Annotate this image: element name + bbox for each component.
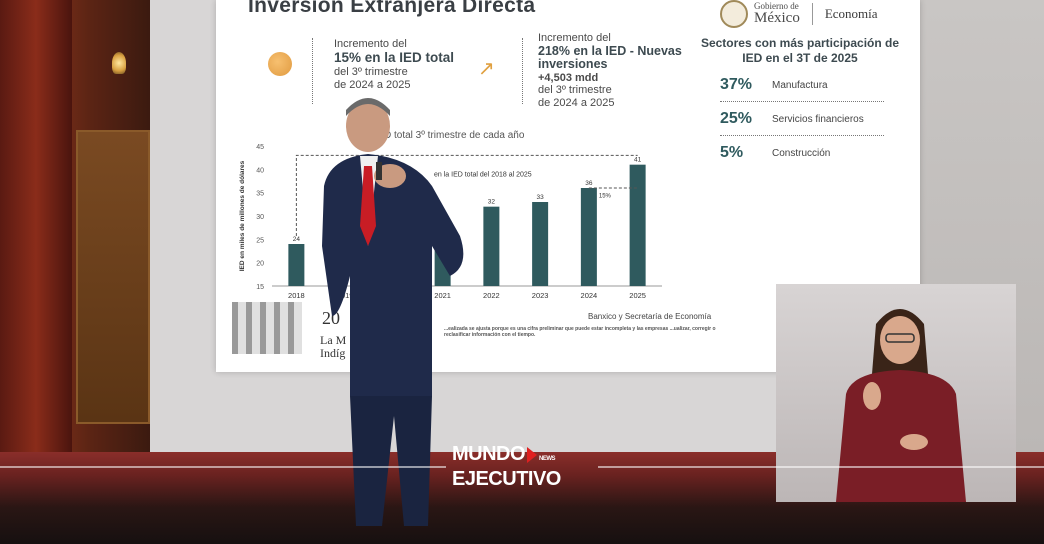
sector-item: 37% Manufactura xyxy=(720,72,890,102)
indicator-total-line4: de 2024 a 2025 xyxy=(334,79,411,91)
sectors-title: Sectores con más participación de IED en… xyxy=(700,36,900,65)
x-tick-label: 2025 xyxy=(629,291,646,300)
bar-value-label: 24 xyxy=(293,236,301,243)
x-tick-label: 2023 xyxy=(532,291,549,300)
x-tick-label: 2019 xyxy=(337,291,354,300)
growth-bracket xyxy=(295,154,638,236)
red-arrow-icon xyxy=(527,446,538,463)
logo-gobierno-de: Gobierno de xyxy=(754,1,799,11)
bar-value-label: 36 xyxy=(585,180,593,187)
x-tick-label: 2018 xyxy=(288,291,305,300)
watermark-word-2: EJECUTIVO xyxy=(452,468,561,490)
chart-bar xyxy=(580,188,597,286)
logo-economia: Economía xyxy=(824,6,878,21)
chart-note: ...ealizada se ajusta porque es una cifr… xyxy=(444,326,716,338)
speaker-figure xyxy=(322,98,464,526)
sector-item: 25% Servicios financieros xyxy=(720,106,890,136)
indicator-total-line3: del 3º trimestre xyxy=(334,66,408,78)
watermark-news: NEWS xyxy=(539,456,556,462)
sector-pct: 37% xyxy=(720,76,753,93)
divider-2 xyxy=(522,38,523,104)
growth-arrow-icon: ↗ xyxy=(478,58,495,80)
indicator-new-highlight2: inversiones xyxy=(538,57,608,71)
government-logo: Gobierno de México Economía xyxy=(720,0,878,28)
slide-title: Inversión Extranjera Directa xyxy=(248,0,536,17)
x-tick-label: 2021 xyxy=(434,291,451,300)
event-text-2: Indíg xyxy=(320,346,346,360)
indicator-new-line5: del 3º trimestre xyxy=(538,84,612,96)
sector-label: Construcción xyxy=(772,148,831,159)
watermark-word-1: MUNDO xyxy=(452,443,526,465)
sector-pct: 5% xyxy=(720,144,744,161)
bar-value-label: 41 xyxy=(634,157,642,164)
divider-1 xyxy=(312,38,313,104)
interpreter-figure xyxy=(836,309,966,502)
logo-mexico: México xyxy=(754,10,800,26)
indicator-new-amount: +4,503 mdd xyxy=(538,71,599,84)
bar-value-label: 33 xyxy=(537,194,545,201)
sector-divider xyxy=(720,135,884,136)
indicator-total: Incremento del 15% en la IED total del 3… xyxy=(334,38,454,92)
bar-value-label: 32 xyxy=(488,199,496,206)
y-tick-label: 35 xyxy=(256,191,264,198)
chart-bar xyxy=(483,206,500,286)
y-tick-label: 30 xyxy=(256,214,264,221)
sign-language-interpreter-panel xyxy=(776,284,1016,502)
y-tick-label: 15 xyxy=(256,284,264,291)
wooden-door xyxy=(76,130,150,424)
watermark-line-left xyxy=(0,466,446,468)
y-tick-label: 45 xyxy=(256,144,264,151)
chart-source: Banxico y Secretaría de Economía xyxy=(588,312,712,321)
sector-divider xyxy=(720,101,884,102)
sector-label: Manufactura xyxy=(772,80,828,91)
event-text-1: La M xyxy=(320,333,347,347)
indicator-total-highlight: 15% en la IED total xyxy=(334,50,455,65)
x-tick-label: 2022 xyxy=(483,291,500,300)
indicator-new-line6: de 2024 a 2025 xyxy=(538,96,615,109)
y-tick-label: 20 xyxy=(256,261,264,268)
wall-lamp xyxy=(112,52,126,74)
sector-pct: 25% xyxy=(720,110,753,127)
chart-title: D total 3º trimestre de cada año xyxy=(384,130,525,141)
x-tick-label: 2024 xyxy=(581,291,598,300)
sector-label: Servicios financieros xyxy=(772,114,864,125)
event-illustration xyxy=(232,302,302,354)
indicator-new-investment: Incremento del 218% en la IED - Nuevas i… xyxy=(538,32,688,109)
chart-bar xyxy=(288,244,305,286)
y-axis-label: IED en miles de millones de dólares xyxy=(239,160,246,271)
indicator-new-line1: Incremento del xyxy=(538,32,611,44)
chart-annotation: en la IED total del 2018 al 2025 xyxy=(434,171,532,178)
indicator-total-line1: Incremento del xyxy=(334,38,407,50)
chart-bar xyxy=(629,164,646,286)
logo-separator xyxy=(811,3,813,25)
sector-item: 5% Construcción xyxy=(720,140,890,168)
mundo-ejecutivo-logo: MUNDO NEWS EJECUTIVO xyxy=(452,444,561,489)
chart-annotation-2: 15% xyxy=(599,193,612,199)
ied-bar-chart: IED en miles de millones de dólares15202… xyxy=(239,144,662,300)
y-tick-label: 25 xyxy=(256,237,264,244)
national-seal-icon xyxy=(720,0,748,28)
watermark-line-right xyxy=(598,466,1044,468)
coin-icon xyxy=(268,52,292,76)
indicator-new-highlight: 218% en la IED - Nuevas xyxy=(538,43,682,58)
y-tick-label: 40 xyxy=(256,167,264,174)
chart-bar xyxy=(532,202,549,286)
